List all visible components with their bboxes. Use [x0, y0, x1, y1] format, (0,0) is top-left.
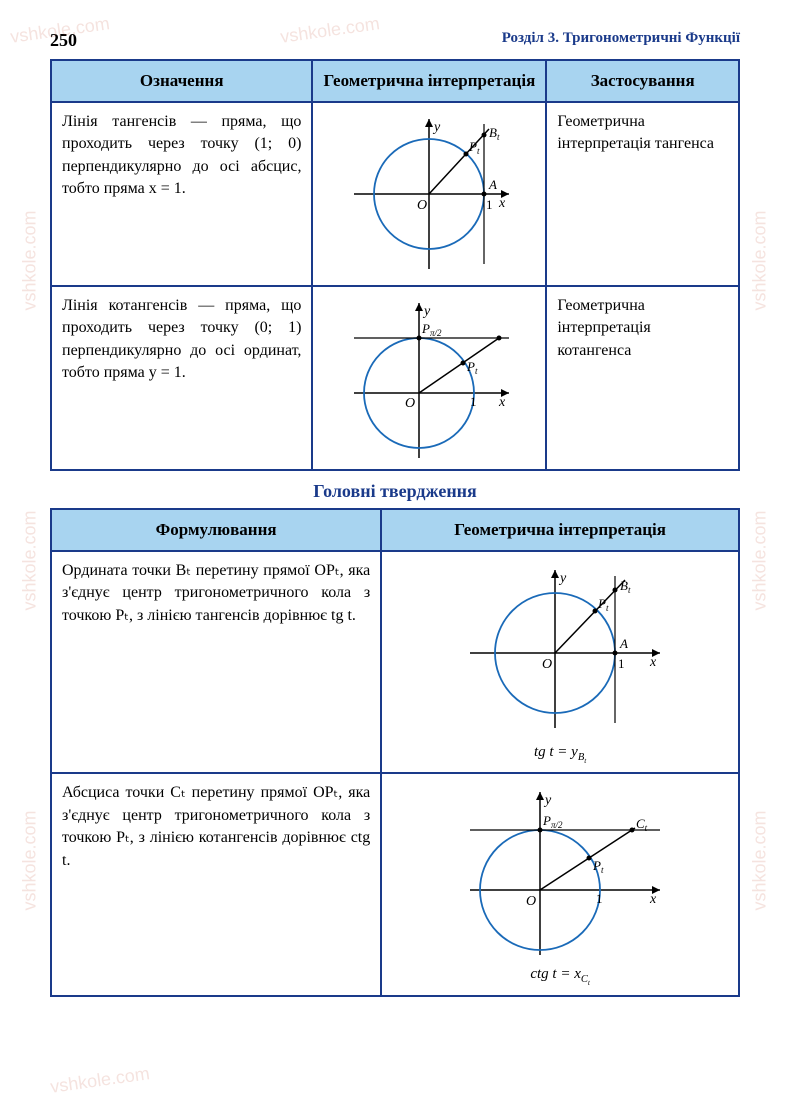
- statement-text: Абсциса точки Cₜ перетину прямої OPₜ, як…: [51, 773, 381, 995]
- textbook-page: vshkole.com vshkole.com vshkole.com vshk…: [0, 0, 800, 1114]
- tangent-diagram: y x O 1 Pt Bt A: [339, 109, 519, 279]
- statement-text: Ордината точки Bₜ перетину прямої OPₜ, я…: [51, 551, 381, 773]
- table-row: Абсциса точки Cₜ перетину прямої OPₜ, як…: [51, 773, 739, 995]
- svg-text:x: x: [498, 196, 506, 211]
- col-header-interpretation: Геометрична інтерпретація: [312, 60, 546, 102]
- watermark: vshkole.com: [49, 1063, 151, 1098]
- svg-text:y: y: [422, 304, 431, 319]
- svg-text:A: A: [488, 177, 497, 192]
- svg-text:y: y: [558, 571, 567, 586]
- svg-text:1: 1: [618, 656, 625, 671]
- svg-text:Pπ/2: Pπ/2: [542, 813, 563, 830]
- svg-text:O: O: [417, 198, 427, 213]
- application-text: Геометрична інтерпретація тангенса: [546, 102, 739, 286]
- svg-text:Pt: Pt: [592, 858, 604, 875]
- table-row: Ордината точки Bₜ перетину прямої OPₜ, я…: [51, 551, 739, 773]
- watermark: vshkole.com: [749, 510, 770, 610]
- col-header-interpretation: Геометрична інтерпретація: [381, 509, 739, 551]
- table-row: Лінія котангенсів — пряма, що проходить …: [51, 286, 739, 470]
- svg-text:A: A: [619, 636, 628, 651]
- watermark: vshkole.com: [20, 810, 41, 910]
- cotangent-formula-diagram: y x O 1 Pt Pπ/2 Ct: [450, 780, 670, 960]
- svg-text:x: x: [649, 655, 657, 670]
- watermark: vshkole.com: [749, 210, 770, 310]
- diagram-cell-tangent: y x O 1 Pt Bt A: [312, 102, 546, 286]
- diagram-cell-ctg: y x O 1 Pt Pπ/2 Ct ctg t = xCt: [381, 773, 739, 995]
- definitions-table: Означення Геометрична інтерпретація Заст…: [50, 59, 740, 471]
- watermark: vshkole.com: [749, 810, 770, 910]
- section-title: Головні твердження: [50, 481, 740, 502]
- col-header-statement: Формулювання: [51, 509, 381, 551]
- svg-text:1: 1: [486, 197, 493, 212]
- svg-text:x: x: [649, 892, 657, 907]
- table-row: Лінія тангенсів — пряма, що проходить че…: [51, 102, 739, 286]
- svg-text:O: O: [526, 894, 536, 909]
- watermark: vshkole.com: [20, 210, 41, 310]
- application-text: Геометрична інтерпретація котангенса: [546, 286, 739, 470]
- col-header-application: Застосування: [546, 60, 739, 102]
- svg-text:x: x: [498, 395, 506, 410]
- page-header: 250 Розділ 3. Тригонометричні Функції: [50, 30, 740, 51]
- svg-text:Pπ/2: Pπ/2: [421, 321, 442, 338]
- svg-text:1: 1: [596, 891, 603, 906]
- tangent-formula-diagram: y x O 1 Pt Bt A: [450, 558, 670, 738]
- diagram-cell-tg: y x O 1 Pt Bt A tg t = yBt: [381, 551, 739, 773]
- svg-text:1: 1: [470, 394, 477, 409]
- page-number: 250: [50, 30, 77, 51]
- svg-text:Ct: Ct: [636, 816, 648, 833]
- svg-text:O: O: [405, 396, 415, 411]
- svg-text:O: O: [542, 657, 552, 672]
- svg-text:y: y: [432, 120, 441, 135]
- formula-tg: tg t = yBt: [388, 742, 732, 766]
- svg-text:Bt: Bt: [489, 125, 500, 142]
- svg-text:Bt: Bt: [620, 578, 631, 595]
- formula-ctg: ctg t = xCt: [388, 964, 732, 988]
- svg-text:y: y: [543, 793, 552, 808]
- statements-table: Формулювання Геометрична інтерпретація О…: [50, 508, 740, 997]
- definition-text: Лінія тангенсів — пряма, що проходить че…: [51, 102, 312, 286]
- definition-text: Лінія котангенсів — пряма, що проходить …: [51, 286, 312, 470]
- svg-text:Pt: Pt: [466, 359, 478, 376]
- watermark: vshkole.com: [20, 510, 41, 610]
- diagram-cell-cotangent: y x O 1 Pt Pπ/2: [312, 286, 546, 470]
- cotangent-diagram: y x O 1 Pt Pπ/2: [339, 293, 519, 463]
- chapter-title: Розділ 3. Тригонометричні Функції: [502, 30, 740, 51]
- col-header-definition: Означення: [51, 60, 312, 102]
